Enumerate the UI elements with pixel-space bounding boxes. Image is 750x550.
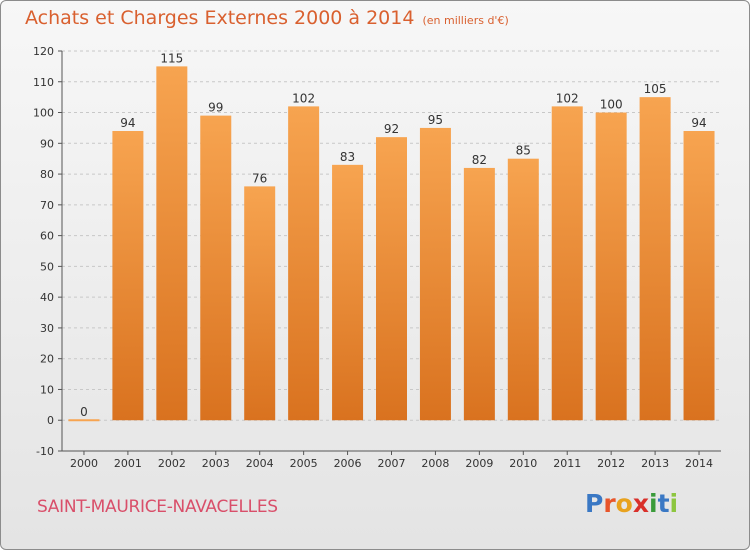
bar — [200, 115, 232, 421]
logo-letter: i — [649, 489, 658, 518]
y-tick-label: 20 — [40, 353, 54, 366]
y-tick-label: 80 — [40, 168, 54, 181]
value-label: 82 — [472, 153, 487, 167]
bar — [419, 127, 451, 421]
value-label: 102 — [292, 91, 315, 105]
y-tick-label: 40 — [40, 291, 54, 304]
value-label: 85 — [516, 144, 531, 158]
x-tick-label: 2003 — [202, 457, 230, 470]
bar — [463, 167, 495, 421]
value-label: 83 — [340, 150, 355, 164]
y-tick-label: 10 — [40, 383, 54, 396]
bar — [683, 131, 715, 421]
bars — [68, 66, 715, 422]
logo-letter: i — [669, 489, 679, 518]
logo-letter: P — [585, 489, 604, 518]
bar — [595, 112, 627, 421]
bar — [332, 164, 364, 421]
y-tick-label: -10 — [36, 445, 54, 458]
chart-subtitle: (en milliers d'€) — [422, 14, 509, 27]
value-label: 99 — [208, 101, 223, 115]
x-tick-label: 2009 — [465, 457, 493, 470]
value-label: 100 — [600, 98, 623, 112]
value-label: 0 — [80, 405, 88, 419]
x-tick-label: 2010 — [509, 457, 537, 470]
y-tick-label: 110 — [33, 76, 54, 89]
logo-letter: r — [603, 489, 616, 518]
x-tick-label: 2002 — [158, 457, 186, 470]
value-label: 95 — [428, 113, 443, 127]
value-label: 94 — [691, 116, 706, 130]
x-tick-label: 2012 — [597, 457, 625, 470]
x-tick-label: 2008 — [421, 457, 449, 470]
bar — [507, 158, 539, 421]
y-tick-label: 50 — [40, 260, 54, 273]
x-tick-label: 2007 — [378, 457, 406, 470]
logo-letter: t — [657, 489, 670, 518]
value-label: 92 — [384, 122, 399, 136]
y-tick-label: 30 — [40, 322, 54, 335]
chart-title-text: Achats et Charges Externes 2000 à 2014 — [25, 7, 415, 29]
x-tick-label: 2013 — [641, 457, 669, 470]
bar — [244, 186, 276, 421]
y-tick-label: 90 — [40, 137, 54, 150]
value-labels: 0 94 115 99 76 102 83 92 95 82 85 102 100 105 94 — [80, 51, 707, 419]
x-tick-label: 2001 — [114, 457, 142, 470]
bar — [639, 97, 671, 421]
value-label: 105 — [644, 82, 667, 96]
proxiti-logo: Proxiti — [585, 489, 678, 518]
x-tick-label: 2005 — [290, 457, 318, 470]
y-tick-label: 60 — [40, 230, 54, 243]
value-label: 76 — [252, 171, 267, 185]
value-label: 102 — [556, 91, 579, 105]
x-tick-label: 2004 — [246, 457, 274, 470]
value-label: 115 — [160, 51, 183, 65]
bar — [112, 131, 144, 421]
y-tick-label: 0 — [47, 414, 54, 427]
y-tick-label: 70 — [40, 199, 54, 212]
x-tick-label: 2014 — [685, 457, 713, 470]
chart-title: Achats et Charges Externes 2000 à 2014 (e… — [25, 7, 509, 29]
logo-letter: o — [615, 489, 633, 518]
bar — [376, 137, 407, 421]
value-label: 94 — [120, 116, 135, 130]
bar — [551, 106, 583, 421]
bar — [156, 66, 188, 421]
y-tick-label: 120 — [33, 45, 54, 58]
logo-letter: x — [632, 489, 649, 518]
commune-name: SAINT-MAURICE-NAVACELLES — [37, 497, 278, 517]
x-tick-label: 2000 — [70, 457, 98, 470]
x-tick-label: 2006 — [334, 457, 362, 470]
y-tick-label: 100 — [33, 107, 54, 120]
x-tick-label: 2011 — [553, 457, 581, 470]
bar — [288, 106, 320, 421]
